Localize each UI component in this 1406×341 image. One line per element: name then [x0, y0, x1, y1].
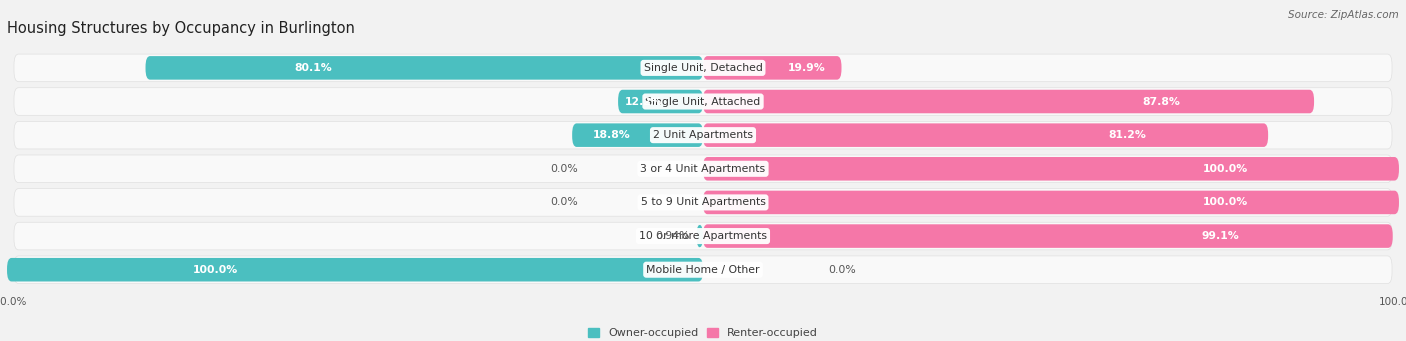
FancyBboxPatch shape — [703, 90, 1315, 113]
FancyBboxPatch shape — [703, 224, 1393, 248]
Text: 12.2%: 12.2% — [624, 97, 662, 106]
Text: 0.94%: 0.94% — [655, 231, 689, 241]
FancyBboxPatch shape — [14, 256, 1392, 283]
Text: 99.1%: 99.1% — [1201, 231, 1239, 241]
FancyBboxPatch shape — [572, 123, 703, 147]
Text: Housing Structures by Occupancy in Burlington: Housing Structures by Occupancy in Burli… — [7, 21, 354, 36]
FancyBboxPatch shape — [14, 155, 1392, 182]
Text: Source: ZipAtlas.com: Source: ZipAtlas.com — [1288, 10, 1399, 20]
Text: 0.0%: 0.0% — [550, 197, 578, 207]
FancyBboxPatch shape — [703, 157, 1399, 181]
FancyBboxPatch shape — [703, 191, 1399, 214]
FancyBboxPatch shape — [703, 56, 842, 80]
Text: 87.8%: 87.8% — [1142, 97, 1180, 106]
Legend: Owner-occupied, Renter-occupied: Owner-occupied, Renter-occupied — [583, 323, 823, 341]
Text: 100.0%: 100.0% — [1202, 197, 1247, 207]
FancyBboxPatch shape — [619, 90, 703, 113]
FancyBboxPatch shape — [146, 56, 703, 80]
Text: Mobile Home / Other: Mobile Home / Other — [647, 265, 759, 275]
FancyBboxPatch shape — [14, 88, 1392, 115]
FancyBboxPatch shape — [14, 54, 1392, 82]
FancyBboxPatch shape — [14, 189, 1392, 216]
Text: 0.0%: 0.0% — [550, 164, 578, 174]
Text: 100.0%: 100.0% — [1202, 164, 1247, 174]
FancyBboxPatch shape — [703, 123, 1268, 147]
FancyBboxPatch shape — [7, 258, 703, 281]
FancyBboxPatch shape — [14, 121, 1392, 149]
Text: 10 or more Apartments: 10 or more Apartments — [638, 231, 768, 241]
Text: 3 or 4 Unit Apartments: 3 or 4 Unit Apartments — [641, 164, 765, 174]
Text: 5 to 9 Unit Apartments: 5 to 9 Unit Apartments — [641, 197, 765, 207]
Text: 100.0%: 100.0% — [193, 265, 239, 275]
Text: 80.1%: 80.1% — [294, 63, 332, 73]
Text: Single Unit, Detached: Single Unit, Detached — [644, 63, 762, 73]
FancyBboxPatch shape — [696, 224, 703, 248]
Text: Single Unit, Attached: Single Unit, Attached — [645, 97, 761, 106]
FancyBboxPatch shape — [14, 222, 1392, 250]
Text: 81.2%: 81.2% — [1108, 130, 1146, 140]
Text: 0.0%: 0.0% — [828, 265, 856, 275]
Text: 19.9%: 19.9% — [787, 63, 825, 73]
Text: 2 Unit Apartments: 2 Unit Apartments — [652, 130, 754, 140]
Text: 18.8%: 18.8% — [592, 130, 630, 140]
